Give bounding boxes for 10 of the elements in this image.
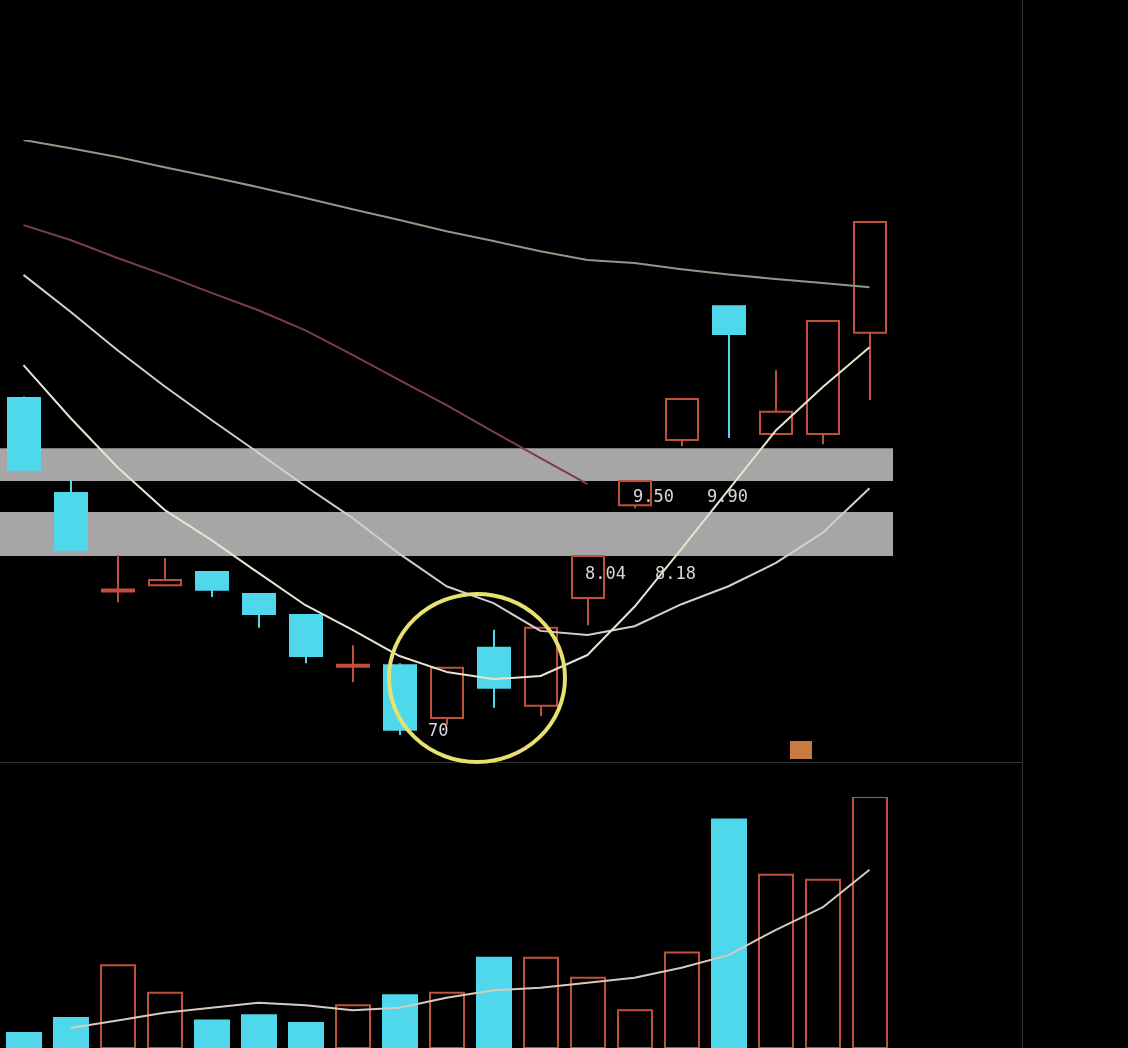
candlestick	[101, 554, 135, 603]
bar	[288, 1021, 324, 1048]
bar	[241, 1014, 277, 1048]
bar	[194, 1019, 230, 1048]
annotation: 70	[428, 720, 449, 740]
bar	[711, 818, 747, 1048]
bar	[476, 956, 512, 1048]
bar	[382, 994, 418, 1048]
bar	[6, 1031, 42, 1048]
bar	[53, 1016, 89, 1048]
